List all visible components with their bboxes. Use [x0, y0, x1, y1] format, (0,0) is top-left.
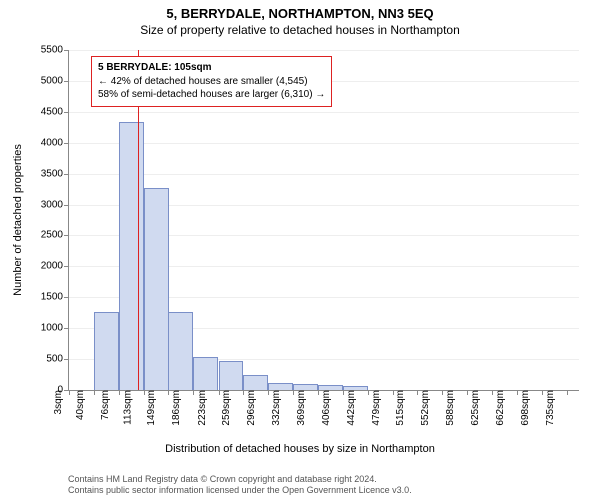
chart-container: 5, BERRYDALE, NORTHAMPTON, NN3 5EQ Size …: [0, 0, 600, 500]
gridline: [69, 143, 579, 144]
ytick-label: 1500: [41, 292, 69, 303]
x-axis-label: Distribution of detached houses by size …: [0, 443, 600, 455]
xtick-label: 40sqm: [72, 390, 86, 420]
xtick-label: 479sqm: [368, 390, 382, 426]
footer-line-1: Contains HM Land Registry data © Crown c…: [68, 474, 412, 485]
xtick-mark: [567, 390, 568, 395]
callout-line-2: ← 42% of detached houses are smaller (4,…: [98, 75, 325, 89]
ytick-label: 3000: [41, 199, 69, 210]
histogram-bar: [243, 375, 268, 390]
histogram-bar: [119, 122, 144, 390]
gridline: [69, 112, 579, 113]
footer-line-2: Contains public sector information licen…: [68, 485, 412, 496]
xtick-label: 588sqm: [442, 390, 456, 426]
plot-area: 0500100015002000250030003500400045005000…: [68, 50, 579, 391]
xtick-label: 149sqm: [143, 390, 157, 426]
chart-subtitle: Size of property relative to detached ho…: [0, 21, 600, 41]
footer: Contains HM Land Registry data © Crown c…: [68, 474, 412, 497]
xtick-mark: [69, 390, 70, 395]
histogram-bar: [144, 188, 169, 390]
histogram-bar: [168, 312, 193, 390]
ytick-label: 3500: [41, 168, 69, 179]
xtick-label: 662sqm: [492, 390, 506, 426]
histogram-bar: [219, 361, 244, 390]
ytick-label: 5000: [41, 75, 69, 86]
callout-line-3: 58% of semi-detached houses are larger (…: [98, 88, 325, 102]
xtick-label: 735sqm: [542, 390, 556, 426]
ytick-label: 1000: [41, 323, 69, 334]
xtick-label: 406sqm: [318, 390, 332, 426]
xtick-label: 515sqm: [392, 390, 406, 426]
gridline: [69, 174, 579, 175]
xtick-mark: [94, 390, 95, 395]
histogram-bar: [268, 383, 293, 390]
xtick-label: 625sqm: [467, 390, 481, 426]
ytick-label: 2500: [41, 230, 69, 241]
callout-box: 5 BERRYDALE: 105sqm ← 42% of detached ho…: [91, 56, 332, 107]
xtick-label: 296sqm: [243, 390, 257, 426]
chart-title: 5, BERRYDALE, NORTHAMPTON, NN3 5EQ: [0, 0, 600, 21]
ytick-label: 4500: [41, 106, 69, 117]
xtick-label: 3sqm: [50, 390, 64, 414]
xtick-label: 332sqm: [268, 390, 282, 426]
xtick-label: 698sqm: [517, 390, 531, 426]
xtick-label: 259sqm: [218, 390, 232, 426]
ytick-label: 4000: [41, 137, 69, 148]
gridline: [69, 50, 579, 51]
callout-line-1: 5 BERRYDALE: 105sqm: [98, 61, 325, 75]
xtick-label: 76sqm: [97, 390, 111, 420]
xtick-label: 186sqm: [169, 390, 183, 426]
ytick-label: 500: [46, 354, 69, 365]
histogram-bar: [193, 357, 218, 390]
ytick-label: 2000: [41, 261, 69, 272]
xtick-label: 442sqm: [343, 390, 357, 426]
ytick-label: 5500: [41, 45, 69, 56]
y-axis-label: Number of detached properties: [12, 68, 24, 220]
xtick-label: 552sqm: [418, 390, 432, 426]
xtick-label: 223sqm: [194, 390, 208, 426]
histogram-bar: [94, 312, 119, 390]
xtick-label: 369sqm: [293, 390, 307, 426]
xtick-label: 113sqm: [119, 390, 133, 425]
